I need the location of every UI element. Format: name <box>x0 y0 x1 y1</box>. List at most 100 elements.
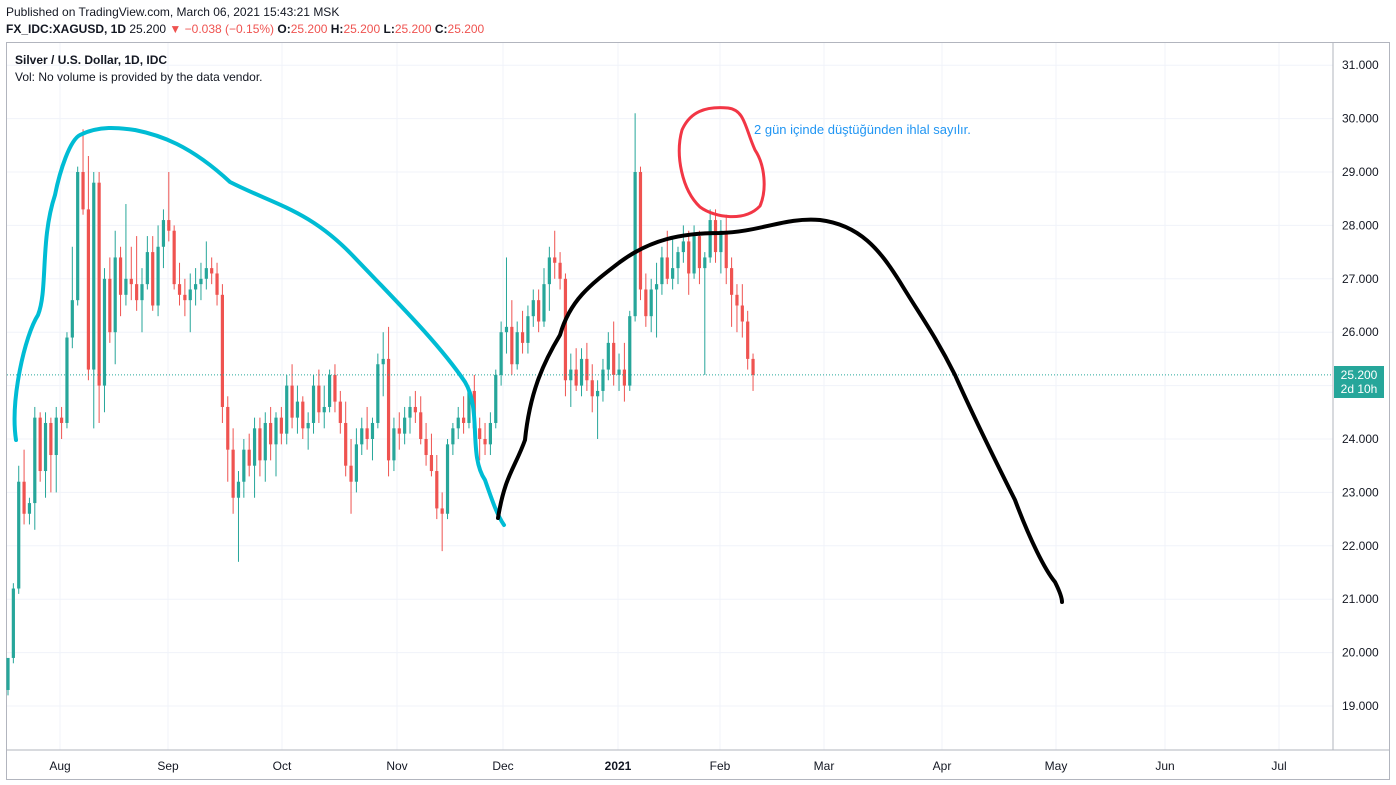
candle-body <box>49 422 53 456</box>
candle-body <box>258 428 262 461</box>
candle <box>671 236 675 290</box>
price-tick-label: 28.000 <box>1342 218 1379 232</box>
candle-body <box>360 428 364 445</box>
candle <box>279 406 283 445</box>
current-price: 25.200 <box>129 22 167 36</box>
candle <box>301 396 305 439</box>
candle <box>167 172 171 242</box>
candle-body <box>574 369 578 386</box>
candle <box>252 417 257 498</box>
open-label: O: <box>277 22 291 36</box>
candle-body <box>638 172 643 290</box>
candle <box>6 657 10 696</box>
candle-body <box>43 422 48 472</box>
candle <box>730 257 734 327</box>
candle-body <box>65 337 69 423</box>
price-tick-label: 27.000 <box>1342 272 1379 286</box>
candle-body <box>558 262 562 279</box>
price-tick-label: 26.000 <box>1342 325 1379 339</box>
candle-body <box>687 241 691 274</box>
candle <box>70 246 74 349</box>
candle-body <box>665 257 669 279</box>
candle-body <box>183 294 187 301</box>
candle-body <box>317 385 321 413</box>
candle-body <box>17 481 21 589</box>
candle-body <box>86 209 90 370</box>
candle-body <box>713 220 718 253</box>
candle <box>328 369 332 413</box>
candle-body <box>290 385 294 418</box>
candle <box>290 364 294 429</box>
candle-body <box>274 417 278 445</box>
candle-body <box>295 401 300 418</box>
candle <box>231 428 235 514</box>
candle-body <box>322 406 326 413</box>
candle-body <box>520 332 525 343</box>
candle <box>204 241 208 290</box>
candle <box>553 230 557 279</box>
candle <box>177 262 182 306</box>
candle-body <box>370 422 375 439</box>
candle-body <box>569 369 573 381</box>
candle <box>285 374 289 445</box>
candle <box>596 380 600 439</box>
candle <box>43 412 48 498</box>
candle-body <box>515 332 519 365</box>
candle <box>199 262 203 301</box>
candle <box>386 326 391 477</box>
candle-body <box>269 422 273 445</box>
candle <box>295 385 300 434</box>
candle-body <box>194 284 198 290</box>
candle <box>510 300 514 375</box>
candle-body <box>719 230 723 253</box>
candle-body <box>494 374 498 423</box>
red-circle-drawing[interactable] <box>677 106 766 219</box>
candle <box>563 273 568 397</box>
candle <box>17 465 21 594</box>
candle <box>579 348 584 397</box>
candle-body <box>654 284 659 290</box>
candle <box>719 220 723 274</box>
candle-body <box>177 284 182 295</box>
black-arc-drawing[interactable] <box>496 217 1064 604</box>
candle <box>242 439 246 498</box>
candle-body <box>478 428 482 439</box>
candle <box>397 412 401 450</box>
candle-body <box>445 444 450 514</box>
time-tick-label: Feb <box>710 759 731 773</box>
candle-body <box>38 417 42 472</box>
candle-body <box>392 428 396 461</box>
candle <box>681 225 685 263</box>
candle <box>633 113 637 322</box>
cyan-arc-drawing[interactable] <box>12 126 506 527</box>
candle <box>601 358 605 402</box>
candle-body <box>649 289 653 317</box>
candle-body <box>697 236 702 269</box>
candle-body <box>612 342 616 375</box>
last-price-tag: 25.200 2d 10h <box>1334 366 1384 398</box>
candle <box>108 257 112 343</box>
candle <box>574 348 578 391</box>
ohlc-line: FX_IDC:XAGUSD, 1D 25.200 ▼ −0.038 (−0.15… <box>6 21 484 38</box>
candle <box>392 417 396 472</box>
candle <box>612 321 616 386</box>
price-tick-label: 19.000 <box>1342 699 1379 713</box>
time-axis[interactable]: Aug Sep Oct Nov Dec 2021 Feb Mar Apr May Jun Jul <box>49 759 1286 773</box>
candle-body <box>628 316 632 386</box>
low-value: 25.200 <box>394 22 432 36</box>
candle <box>194 268 198 306</box>
candle <box>27 497 32 525</box>
candle-body <box>311 385 316 423</box>
candle <box>751 353 755 391</box>
candle-body <box>108 278 112 333</box>
price-change: ▼ −0.038 (−0.15%) <box>169 22 275 36</box>
candle-body <box>462 417 466 423</box>
candle <box>638 166 643 301</box>
candle-body <box>6 657 10 690</box>
candle <box>644 273 648 327</box>
candle-body <box>724 230 728 269</box>
price-tag-countdown: 2d 10h <box>1341 382 1378 396</box>
candle-body <box>145 252 149 285</box>
candle-body <box>429 455 434 472</box>
